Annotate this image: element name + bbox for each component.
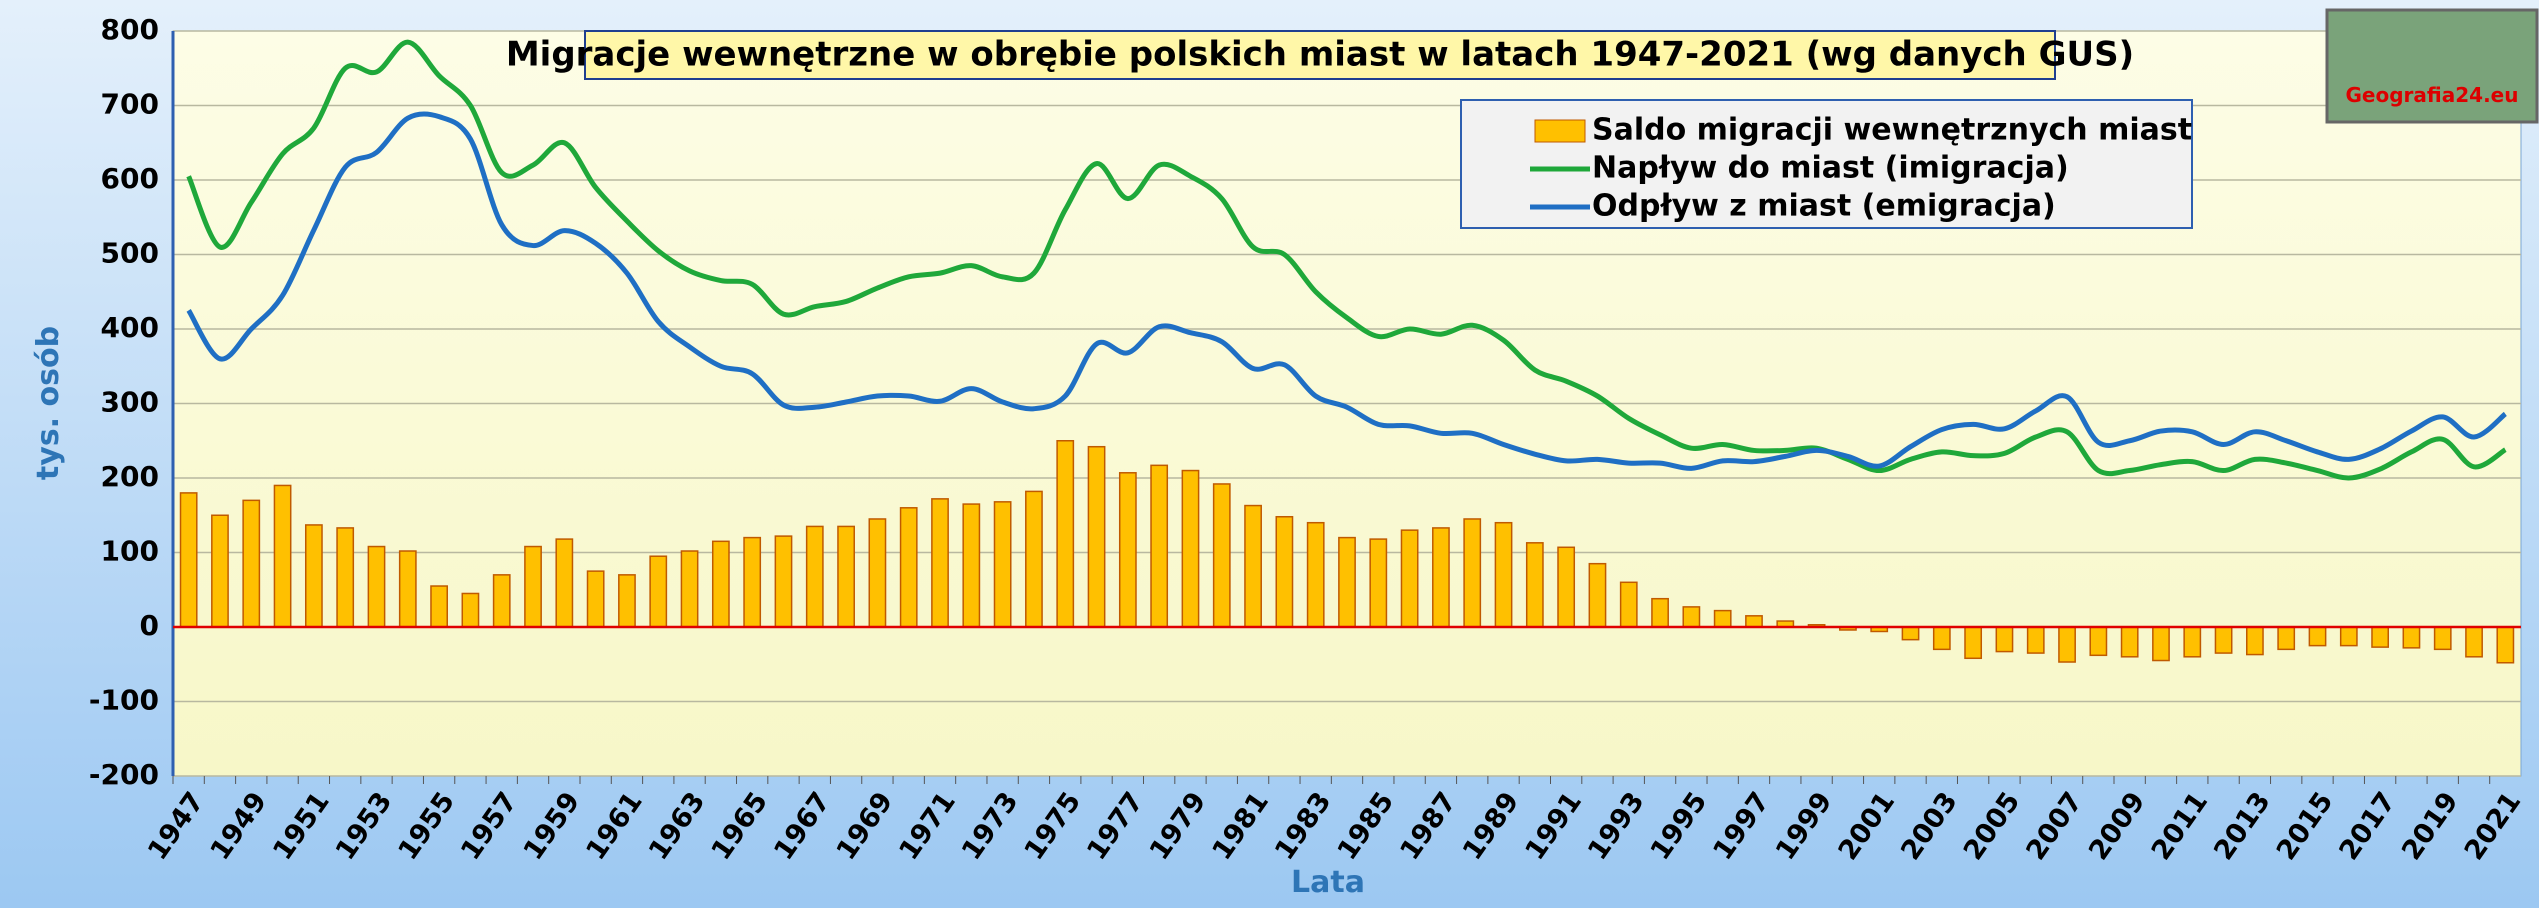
logo-text: Geografia24.eu (2346, 83, 2519, 107)
bar (711, 540, 730, 628)
bar (2183, 626, 2202, 658)
y-tick-label: 600 (101, 162, 159, 195)
bar (555, 538, 574, 628)
bar (1494, 521, 1513, 628)
bar (1964, 626, 1983, 660)
bar (868, 518, 887, 628)
bar (962, 503, 981, 628)
bar (1244, 504, 1262, 628)
bar (2496, 626, 2515, 664)
y-tick-label: 800 (101, 13, 159, 46)
bar (1901, 626, 1920, 641)
bar (1995, 626, 2014, 653)
bar (1181, 469, 1200, 628)
bar (1682, 606, 1701, 628)
chart-title: Migracje wewnętrzne w obrębie polskich m… (506, 35, 2134, 75)
bar (1588, 562, 1607, 628)
bar (1651, 597, 1669, 628)
y-tick-label: 400 (101, 311, 159, 344)
legend-swatch (1534, 119, 1586, 143)
bar (2371, 626, 2390, 648)
bar (242, 499, 261, 628)
bar (2120, 626, 2139, 658)
bar (2152, 626, 2170, 662)
bar (1369, 538, 1388, 628)
bar (2246, 626, 2264, 656)
bar (2026, 626, 2045, 654)
y-axis-label: tys. osób (31, 326, 66, 480)
bar (1463, 518, 1482, 628)
bar (993, 501, 1012, 628)
bar (931, 498, 949, 628)
logo (2325, 8, 2539, 124)
title-box (584, 30, 2056, 80)
bar (2339, 626, 2358, 647)
bar (1338, 536, 1356, 628)
bar (1087, 445, 1106, 628)
bar (336, 527, 355, 628)
legend-label: Odpływ z miast (emigracja) (1592, 189, 2056, 224)
legend-label: Napływ do miast (imigracja) (1592, 151, 2069, 186)
legend-label: Saldo migracji wewnętrznych miast (1592, 113, 2192, 148)
bar (837, 525, 855, 628)
bar (774, 535, 793, 628)
bar (273, 484, 292, 628)
y-tick-label: 700 (101, 88, 159, 121)
bar (1432, 527, 1450, 628)
bar (179, 492, 198, 628)
bar (1932, 626, 1951, 651)
y-tick-label: -100 (89, 684, 159, 717)
bar (1025, 490, 1043, 628)
bar (1150, 464, 1169, 628)
bar (211, 514, 229, 628)
y-tick-label: 200 (101, 460, 159, 493)
bar (461, 592, 480, 628)
bar (367, 545, 386, 628)
x-axis-label: Lata (1291, 865, 1365, 900)
bar (524, 545, 542, 628)
bar (1400, 529, 1419, 628)
bar (899, 507, 918, 628)
line-series (186, 39, 2507, 481)
bar (1306, 521, 1325, 628)
bar (586, 570, 605, 628)
bar (2277, 626, 2296, 651)
bar (1525, 542, 1544, 628)
bar (805, 525, 824, 628)
bar (2308, 626, 2327, 647)
bar (304, 524, 323, 628)
bar (430, 585, 448, 628)
bar (1619, 581, 1638, 628)
bar (649, 555, 668, 628)
bar (1713, 609, 1732, 628)
bar (398, 550, 417, 628)
y-tick-label: 500 (101, 237, 159, 270)
bar (680, 550, 699, 628)
bar (1056, 440, 1075, 628)
bar (2465, 626, 2483, 658)
bar (2058, 626, 2076, 663)
bar (1745, 615, 1763, 628)
bar (2402, 626, 2421, 649)
bar (1275, 515, 1294, 628)
bar (492, 574, 511, 628)
bar (1212, 483, 1231, 628)
bar (2214, 626, 2233, 654)
y-tick-label: 0 (140, 609, 159, 642)
y-tick-label: 100 (101, 535, 159, 568)
bar (2433, 626, 2452, 651)
bar (618, 574, 636, 628)
bar (2089, 626, 2108, 657)
bar (1118, 472, 1137, 628)
y-tick-label: 300 (101, 386, 159, 419)
bar (743, 536, 762, 628)
y-tick-label: -200 (89, 758, 159, 791)
line-series (186, 111, 2507, 471)
bar (1557, 546, 1576, 628)
